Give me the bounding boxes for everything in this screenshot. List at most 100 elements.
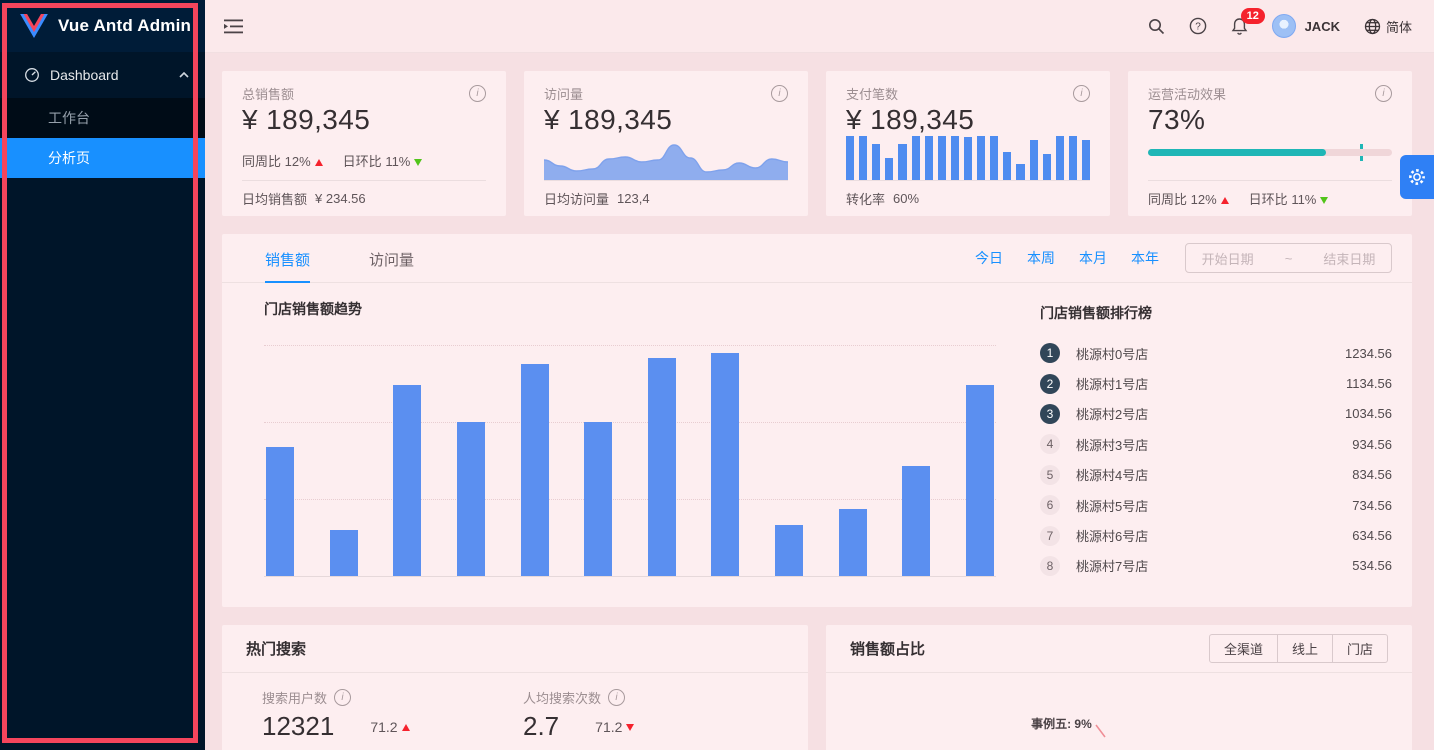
- info-icon[interactable]: i: [608, 689, 626, 706]
- avatar: [1271, 14, 1296, 38]
- mini-bar: [1029, 140, 1038, 180]
- trend-bar: [711, 353, 740, 576]
- user-menu[interactable]: JACK: [1271, 14, 1340, 38]
- operation-progress-bar: [1148, 144, 1392, 161]
- mini-bar: [1081, 140, 1090, 180]
- channel-all-button[interactable]: 全渠道: [1223, 642, 1263, 657]
- stat-title: 总销售额: [242, 87, 295, 102]
- mini-bar: [885, 158, 894, 180]
- range-week[interactable]: 本周: [1027, 250, 1055, 266]
- store-sales-trend-chart: 门店销售额趋势: [264, 299, 1040, 607]
- down-triangle-icon: [1320, 197, 1329, 205]
- stat-card-payments: 支付笔数 i ¥ 189,345 转化率 60%: [826, 71, 1110, 216]
- rank-row: 7 桃源村6号店 634.56: [1040, 520, 1392, 550]
- metric-search-users: 搜索用户数 i 12321 71.2: [262, 688, 523, 750]
- tab-sales[interactable]: 销售额: [265, 234, 311, 283]
- range-month[interactable]: 本月: [1079, 250, 1107, 266]
- range-today[interactable]: 今日: [975, 250, 1003, 266]
- payments-minibar-chart: [846, 136, 1090, 180]
- trend-bar: [647, 358, 676, 576]
- dashboard-icon: [25, 68, 39, 82]
- caret-up-icon: [179, 72, 189, 78]
- trend-bar: [266, 447, 294, 576]
- card-title: 热门搜索: [246, 641, 307, 658]
- channel-store-button[interactable]: 门店: [1331, 635, 1387, 662]
- trend-bar: [329, 530, 358, 576]
- start-date-placeholder: 开始日期: [1201, 251, 1254, 267]
- channel-online-button[interactable]: 线上: [1276, 635, 1332, 662]
- mini-bar: [1003, 152, 1012, 180]
- rank-badge: 2: [1040, 373, 1060, 394]
- stat-title: 支付笔数: [846, 87, 899, 102]
- language-switcher[interactable]: 简体: [1364, 17, 1412, 36]
- sidebar-item-workbench[interactable]: 工作台: [48, 110, 90, 126]
- date-separator: ~: [1284, 250, 1293, 266]
- hot-search-card: 热门搜索 搜索用户数 i 12321 71.2 人均搜索次数 i: [222, 625, 808, 750]
- rank-badge: 6: [1040, 495, 1060, 516]
- mini-bar: [1042, 154, 1051, 180]
- page-content: 总销售额 i ¥ 189,345 同周比 12% 日环比 11% 日均销售额 ¥ …: [205, 53, 1434, 750]
- sidebar-item-dashboard[interactable]: Dashboard: [0, 52, 205, 98]
- sales-ratio-pie-area: 事例五: 9%: [826, 673, 1412, 750]
- trend-bar: [456, 422, 485, 576]
- stat-value: ¥ 189,345: [846, 104, 975, 135]
- sales-ratio-card: 销售额占比 全渠道 线上 门店 事例五: 9%: [826, 625, 1412, 750]
- app-title: Vue Antd Admin: [58, 16, 192, 35]
- info-icon[interactable]: i: [771, 85, 788, 102]
- trend-bar: [393, 385, 422, 576]
- mini-bar: [937, 136, 946, 180]
- info-icon[interactable]: i: [334, 689, 352, 706]
- range-year[interactable]: 本年: [1131, 250, 1159, 266]
- progress-target-marker: [1360, 144, 1364, 161]
- info-icon[interactable]: i: [469, 85, 486, 102]
- stat-title: 访问量: [544, 87, 584, 102]
- info-icon[interactable]: i: [1073, 85, 1090, 102]
- trend-bar: [584, 422, 613, 576]
- notifications-bell-icon[interactable]: 12: [1231, 8, 1265, 35]
- date-range-picker[interactable]: 开始日期 ~ 结束日期: [1185, 243, 1392, 273]
- stat-value: ¥ 189,345: [544, 104, 673, 135]
- trend-bars: [266, 353, 994, 576]
- stat-card-total-sales: 总销售额 i ¥ 189,345 同周比 12% 日环比 11% 日均销售额 ¥ …: [222, 71, 506, 216]
- rank-row: 6 桃源村5号店 734.56: [1040, 490, 1392, 520]
- stat-card-operation-effect: 运营活动效果 i 73% 同周比 12%: [1128, 71, 1412, 216]
- main-area: ? 12 JACK: [205, 0, 1434, 750]
- settings-drawer-button[interactable]: [1400, 155, 1434, 199]
- metric-value: 12321: [262, 711, 335, 741]
- settings-gear-icon: [1409, 169, 1425, 185]
- progress-fill: [1148, 149, 1327, 156]
- sidebar-item-analysis[interactable]: 分析页: [0, 138, 205, 178]
- pie-slice-label: 事例五: 9%: [1031, 715, 1108, 739]
- mini-bar: [950, 136, 959, 180]
- top-header: ? 12 JACK: [205, 0, 1434, 53]
- search-icon[interactable]: [1148, 18, 1165, 35]
- mini-bar: [898, 144, 907, 180]
- stat-footer: 转化率 60%: [846, 191, 920, 207]
- trend-bar: [965, 385, 994, 576]
- rank-row: 2 桃源村1号店 1134.56: [1040, 368, 1392, 398]
- rank-badge: 1: [1040, 343, 1060, 364]
- sidebar-item-label: Dashboard: [50, 67, 119, 83]
- language-label: 简体: [1385, 19, 1412, 35]
- logo[interactable]: Vue Antd Admin: [0, 0, 205, 52]
- info-icon[interactable]: i: [1375, 85, 1392, 102]
- help-icon[interactable]: ?: [1189, 17, 1207, 35]
- username: JACK: [1304, 18, 1340, 34]
- sales-panel: 销售额 访问量 今日 本周 本月 本年 开始日期 ~ 结束日期: [222, 234, 1412, 607]
- mini-bar: [872, 144, 881, 180]
- metric-value: 2.7: [523, 711, 560, 741]
- metric-search-per-user: 人均搜索次数 i 2.7 71.2: [523, 688, 784, 750]
- menu-fold-icon[interactable]: [224, 19, 243, 34]
- stat-footer: 日均销售额 ¥ 234.56: [242, 191, 366, 207]
- tab-visits[interactable]: 访问量: [369, 252, 415, 269]
- rank-row: 1 桃源村0号店 1234.56: [1040, 338, 1392, 368]
- mini-bar: [990, 136, 999, 180]
- down-triangle-icon: [626, 724, 635, 732]
- up-triangle-icon: [401, 724, 410, 732]
- rank-row: 8 桃源村7号店 534.56: [1040, 551, 1392, 581]
- up-triangle-icon: [314, 159, 323, 167]
- mini-bar: [859, 136, 868, 180]
- rank-badge: 7: [1040, 525, 1060, 546]
- stat-title: 运营活动效果: [1148, 87, 1227, 102]
- rank-badge: 8: [1040, 555, 1060, 576]
